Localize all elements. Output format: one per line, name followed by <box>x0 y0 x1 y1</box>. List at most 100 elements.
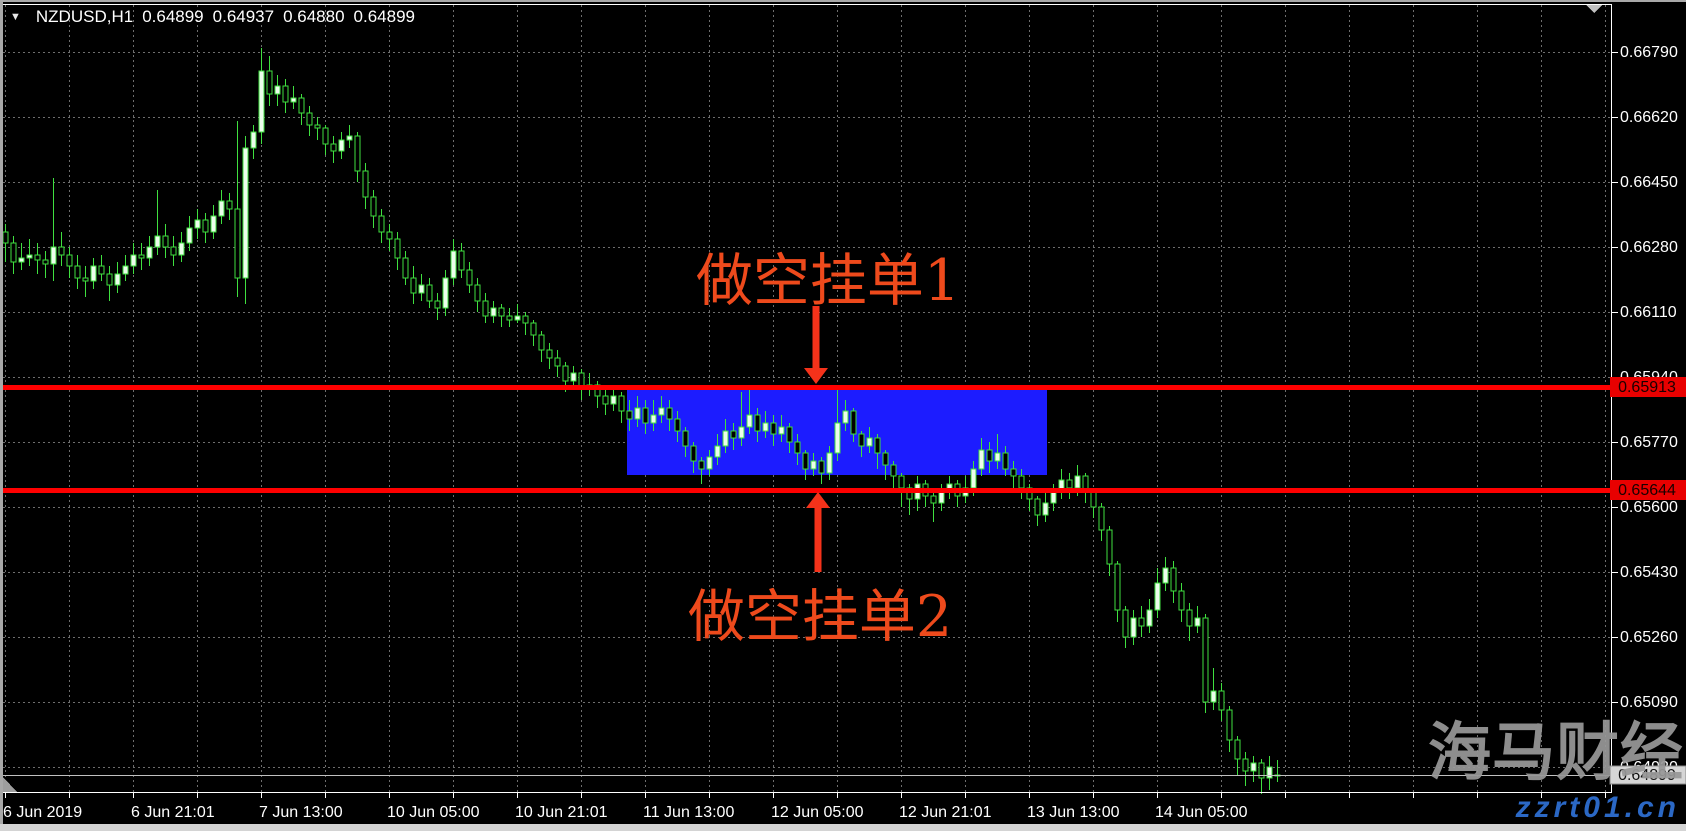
candle-body <box>1018 475 1025 489</box>
candle-body <box>866 437 873 447</box>
candle-body <box>346 135 353 141</box>
candle-body <box>714 445 721 458</box>
candle-body <box>194 219 201 229</box>
candle-body <box>482 300 489 317</box>
candle-body <box>442 277 449 309</box>
candle-body <box>490 307 497 317</box>
candle-body <box>698 460 705 470</box>
annotation-arrow[interactable] <box>806 492 830 572</box>
candle-body <box>2 231 9 244</box>
candle-body <box>1010 468 1017 477</box>
candle-body <box>122 265 129 275</box>
candle-body <box>66 254 73 267</box>
order-level-line[interactable] <box>2 385 1612 390</box>
candle-body <box>1162 567 1169 584</box>
candle-body <box>1090 491 1097 508</box>
candle-body <box>282 85 289 103</box>
candle-body <box>506 315 513 321</box>
annotation-arrow[interactable] <box>804 306 828 384</box>
candle-body <box>474 284 481 302</box>
candle-body <box>882 452 889 466</box>
candle-body <box>538 334 545 351</box>
candle-body <box>874 437 881 454</box>
candle-body <box>274 85 281 95</box>
candle-body <box>298 97 305 114</box>
candle-body <box>690 445 697 462</box>
candle-body <box>1226 709 1233 741</box>
time-axis-label: 13 Jun 13:00 <box>1027 804 1120 821</box>
candle-body <box>434 300 441 309</box>
candle-body <box>674 418 681 432</box>
candle-body <box>1130 617 1137 638</box>
time-axis-label: 10 Jun 21:01 <box>515 804 608 821</box>
order-level-line[interactable] <box>2 488 1612 493</box>
candle-body <box>306 112 313 126</box>
candle-body <box>114 273 121 286</box>
candle-body <box>266 70 273 95</box>
candle-body <box>1066 479 1073 489</box>
candle-body <box>1138 617 1145 627</box>
window-border-left <box>0 0 3 831</box>
watermark-logo: 海马财经 <box>1428 718 1684 788</box>
candle-body <box>834 422 841 454</box>
candle-body <box>1210 690 1217 703</box>
price-axis-label: 0.66620 <box>1620 109 1678 126</box>
candle-body <box>106 273 113 286</box>
candle-body <box>90 265 97 282</box>
candle-body <box>762 422 769 432</box>
price-axis-label: 0.66280 <box>1620 239 1678 256</box>
candle-body <box>618 395 625 412</box>
time-axis-label: 12 Jun 21:01 <box>899 804 992 821</box>
candle-body <box>250 131 257 149</box>
candle-body <box>994 452 1001 462</box>
candle-body <box>778 426 785 435</box>
candle-body <box>642 407 649 424</box>
candle-body <box>546 349 553 359</box>
price-axis-label: 0.66790 <box>1620 44 1678 61</box>
candle-body <box>1098 506 1105 531</box>
candle-body <box>842 410 849 424</box>
candle-body <box>74 265 81 279</box>
candle-body <box>458 250 465 271</box>
candle-body <box>746 414 753 428</box>
price-axis-label: 0.65770 <box>1620 434 1678 451</box>
time-axis-label: 10 Jun 05:00 <box>387 804 480 821</box>
candle-body <box>754 414 761 432</box>
candle-body <box>338 139 345 152</box>
annotation-text: 做空挂单1 <box>696 248 960 314</box>
candle-body <box>402 257 409 279</box>
candle-body <box>354 135 361 172</box>
candle-body <box>794 441 801 454</box>
symbol-dropdown-icon: ▼ <box>10 11 21 23</box>
candle-body <box>1186 609 1193 627</box>
candle-body <box>258 70 265 133</box>
candle-body <box>82 277 89 282</box>
candle-body <box>1178 590 1185 611</box>
candle-body <box>1002 452 1009 470</box>
candle-body <box>850 410 857 435</box>
candle-body <box>362 170 369 198</box>
symbol-timeframe-label: NZDUSD,H1 <box>35 7 134 26</box>
chart-shift-marker-icon[interactable] <box>1586 5 1602 13</box>
candle-body <box>1034 498 1041 516</box>
window-border-bottom <box>0 824 1686 831</box>
candle-body <box>1106 529 1113 565</box>
candle-body <box>34 254 41 261</box>
ohlc-open: 0.64899 <box>142 7 204 26</box>
candle-body <box>818 460 825 474</box>
candle-body <box>394 238 401 259</box>
candle-body <box>450 250 457 279</box>
current-price-tag-label: 0.64899 <box>1618 767 1676 784</box>
candle-body <box>810 460 817 470</box>
candle-body <box>626 410 633 420</box>
candle-body <box>610 395 617 405</box>
candle-body <box>1266 766 1273 779</box>
time-axis-label: 6 Jun 2019 <box>3 804 82 821</box>
candle-body <box>18 257 25 263</box>
candle-body <box>802 452 809 470</box>
candle-body <box>1154 582 1161 611</box>
candle-body <box>890 464 897 477</box>
candle-body <box>426 284 433 302</box>
